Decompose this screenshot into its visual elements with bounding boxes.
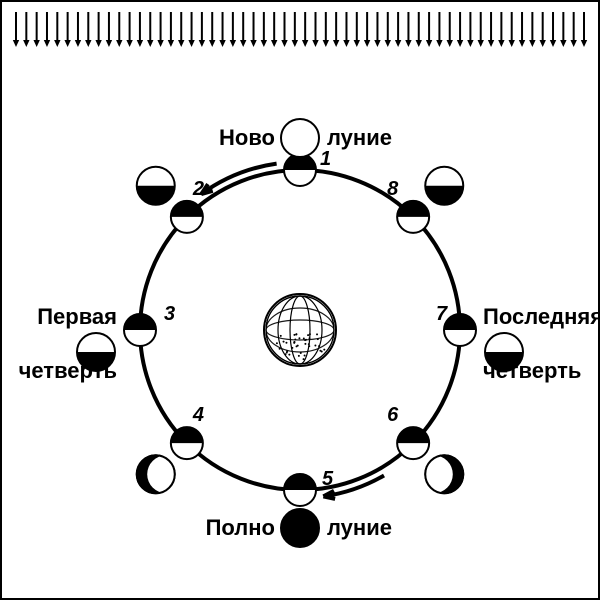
label-full-moon-left: Полно <box>206 515 275 540</box>
label-first-quarter-1: Первая <box>37 304 117 329</box>
moon-phase-diagram: 1 2 3 4 5 6 7 8 Ново луние Полно луние Первая четверт… <box>0 0 600 600</box>
label-last-quarter-1: Последняя <box>483 304 600 329</box>
label-new-moon-left: Ново <box>219 125 275 150</box>
position-number: 1 <box>320 148 331 170</box>
position-number: 2 <box>192 178 204 200</box>
label-last-quarter-2: четверть <box>483 358 581 383</box>
position-number: 8 <box>387 178 399 200</box>
earth-icon <box>258 288 342 372</box>
position-number: 5 <box>322 468 334 490</box>
position-number: 3 <box>164 303 175 325</box>
label-first-quarter-2: четверть <box>19 358 117 383</box>
label-new-moon-right: луние <box>327 125 392 150</box>
position-number: 6 <box>387 404 399 426</box>
position-number: 7 <box>436 303 448 325</box>
direction-arrow-arc <box>201 164 276 194</box>
position-number: 4 <box>192 404 204 426</box>
label-full-moon-right: луние <box>327 515 392 540</box>
sunlight-arrows <box>13 12 587 47</box>
